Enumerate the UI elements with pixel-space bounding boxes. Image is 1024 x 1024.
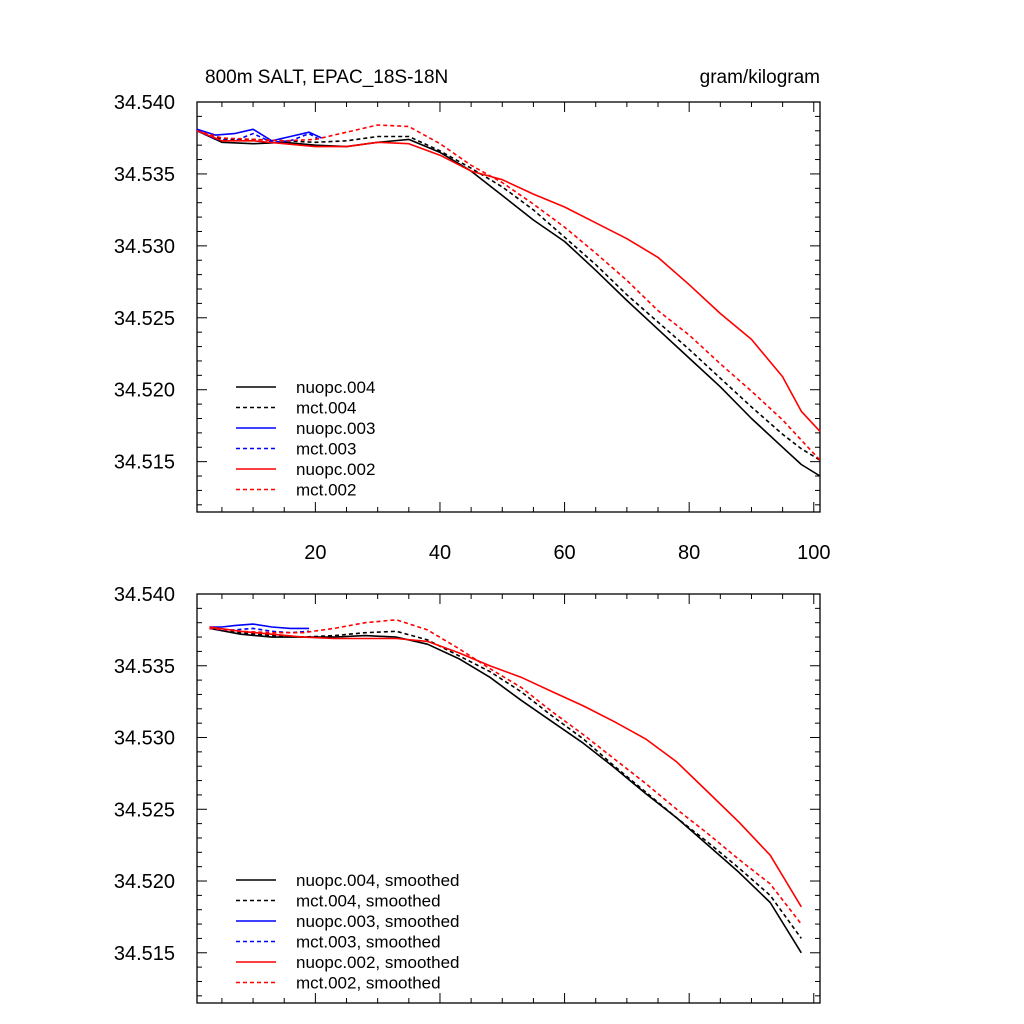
series-line	[209, 627, 310, 634]
y-tick-label: 34.525	[114, 799, 175, 821]
series-line	[209, 626, 802, 908]
series-line	[196, 130, 821, 477]
y-tick-label: 34.520	[114, 871, 175, 893]
y-tick-label: 34.535	[114, 164, 175, 186]
top-plot-area: 20 40 60 80 100 34.515 34.520 34.525 34.530 34.53…	[114, 92, 831, 564]
series-line	[196, 130, 821, 432]
top-panel: 800m SALT, EPAC_18S-18N gram/kilogram 20…	[114, 67, 831, 564]
legend-label: mct.003	[296, 440, 356, 459]
legend-label: nuopc.002, smoothed	[296, 953, 460, 972]
legend-label: nuopc.004, smoothed	[296, 871, 460, 890]
series-line	[209, 618, 802, 925]
x-tick-label: 40	[429, 542, 451, 564]
series-line	[196, 124, 821, 461]
legend-label: nuopc.002	[296, 460, 375, 479]
y-tick-label: 34.540	[114, 92, 175, 114]
y-tick-label: 34.530	[114, 728, 175, 750]
legend-label: mct.002, smoothed	[296, 974, 441, 993]
chart-title: 800m SALT, EPAC_18S-18N	[205, 67, 448, 88]
legend-label: nuopc.003, smoothed	[296, 912, 460, 931]
y-tick-label: 34.520	[114, 380, 175, 402]
legend-label: nuopc.004	[296, 378, 375, 397]
x-tick-label: 100	[797, 542, 830, 564]
x-tick-label: 60	[553, 542, 575, 564]
series-line	[196, 128, 322, 142]
legend-label: mct.004, smoothed	[296, 892, 441, 911]
y-tick-label: 34.530	[114, 236, 175, 258]
plot-frame	[196, 101, 821, 513]
bottom-plot-area: 34.515 34.520 34.525 34.530 34.535 34.540 nuop…	[114, 584, 821, 1004]
y-tick-label: 34.535	[114, 656, 175, 678]
y-tick-label: 34.525	[114, 308, 175, 330]
series-line	[209, 623, 310, 630]
units-label: gram/kilogram	[700, 67, 820, 88]
legend-label: mct.003, smoothed	[296, 933, 441, 952]
bottom-panel: 34.515 34.520 34.525 34.530 34.535 34.540 nuop…	[114, 584, 821, 1004]
plot-frame	[196, 593, 821, 1004]
y-tick-label: 34.515	[114, 452, 175, 474]
series-line	[196, 130, 821, 461]
y-tick-label: 34.515	[114, 943, 175, 965]
y-tick-label: 34.540	[114, 584, 175, 606]
legend-label: nuopc.003	[296, 419, 375, 438]
legend-label: mct.004	[296, 399, 356, 418]
x-tick-label: 80	[678, 542, 700, 564]
legend-label: mct.002	[296, 481, 356, 500]
x-tick-label: 20	[304, 542, 326, 564]
